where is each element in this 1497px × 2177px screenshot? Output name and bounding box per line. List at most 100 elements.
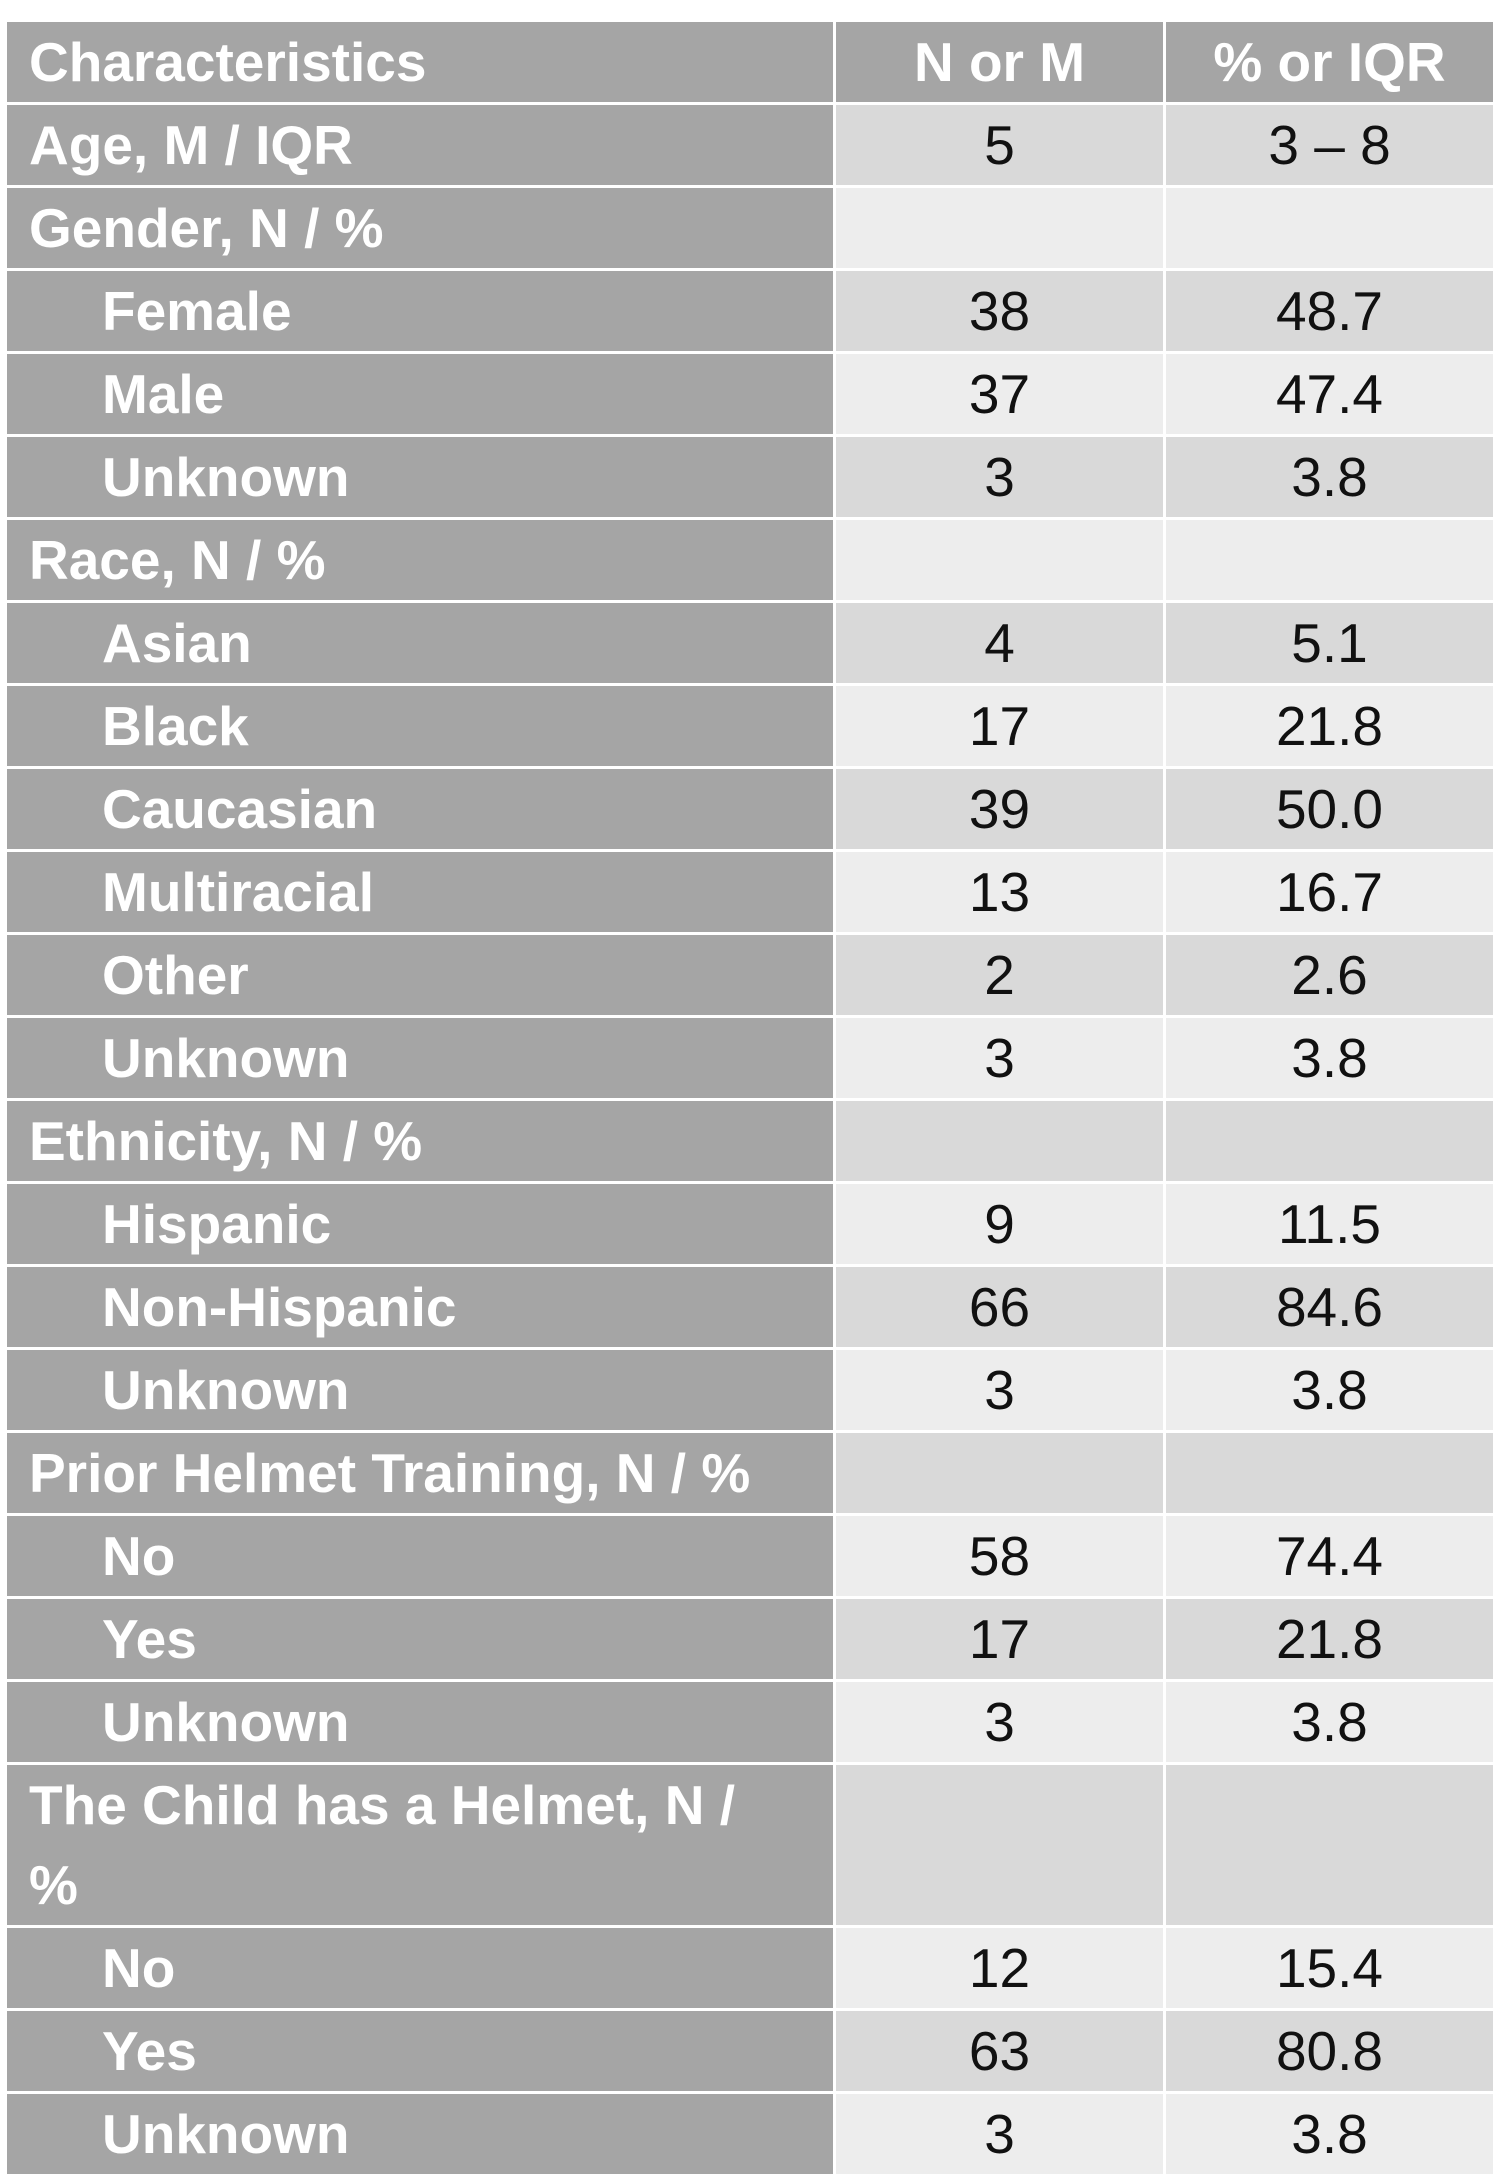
n-or-m-cell bbox=[833, 1430, 1166, 1516]
table-row: The Child has a Helmet, N / % bbox=[4, 1762, 1496, 1928]
table-row: No 12 15.4 bbox=[4, 1925, 1496, 2011]
subcategory-label: Unknown bbox=[4, 1015, 836, 1101]
subcategory-label: Female bbox=[4, 268, 836, 354]
table-row: Unknown 3 3.8 bbox=[4, 434, 1496, 520]
subcategory-label: Other bbox=[4, 932, 836, 1018]
pct-or-iqr-cell: 80.8 bbox=[1163, 2008, 1496, 2094]
table-row: Unknown 3 3.8 bbox=[4, 1347, 1496, 1433]
pct-or-iqr-cell: 74.4 bbox=[1163, 1513, 1496, 1599]
n-or-m-cell: 3 bbox=[833, 434, 1166, 520]
table-row: Yes 63 80.8 bbox=[4, 2008, 1496, 2094]
pct-or-iqr-cell: 3.8 bbox=[1163, 434, 1496, 520]
demographics-table-container: Characteristics N or M % or IQR Age, M /… bbox=[4, 19, 1496, 2177]
subcategory-label: Hispanic bbox=[4, 1181, 836, 1267]
subcategory-label: Unknown bbox=[4, 1679, 836, 1765]
table-row: Non-Hispanic 66 84.6 bbox=[4, 1264, 1496, 1350]
n-or-m-cell: 13 bbox=[833, 849, 1166, 935]
table-row: Male 37 47.4 bbox=[4, 351, 1496, 437]
n-or-m-cell: 37 bbox=[833, 351, 1166, 437]
subcategory-label: Caucasian bbox=[4, 766, 836, 852]
n-or-m-cell bbox=[833, 1098, 1166, 1184]
category-label: Race, N / % bbox=[4, 517, 836, 603]
subcategory-label: Unknown bbox=[4, 434, 836, 520]
n-or-m-cell bbox=[833, 185, 1166, 271]
table-row: Race, N / % bbox=[4, 517, 1496, 603]
n-or-m-cell bbox=[833, 1762, 1166, 1928]
table-row: Prior Helmet Training, N / % bbox=[4, 1430, 1496, 1516]
pct-or-iqr-cell: 21.8 bbox=[1163, 683, 1496, 769]
n-or-m-cell: 2 bbox=[833, 932, 1166, 1018]
pct-or-iqr-cell: 15.4 bbox=[1163, 1925, 1496, 2011]
pct-or-iqr-cell bbox=[1163, 1098, 1496, 1184]
n-or-m-cell: 5 bbox=[833, 102, 1166, 188]
table-row: No 58 74.4 bbox=[4, 1513, 1496, 1599]
header-characteristics: Characteristics bbox=[4, 19, 836, 105]
table-row: Unknown 3 3.8 bbox=[4, 1679, 1496, 1765]
pct-or-iqr-cell: 47.4 bbox=[1163, 351, 1496, 437]
table-row: Black 17 21.8 bbox=[4, 683, 1496, 769]
pct-or-iqr-cell: 48.7 bbox=[1163, 268, 1496, 354]
table-row: Hispanic 9 11.5 bbox=[4, 1181, 1496, 1267]
pct-or-iqr-cell: 3.8 bbox=[1163, 1679, 1496, 1765]
table-row: Gender, N / % bbox=[4, 185, 1496, 271]
category-label: The Child has a Helmet, N / % bbox=[4, 1762, 836, 1928]
pct-or-iqr-cell: 3.8 bbox=[1163, 1347, 1496, 1433]
demographics-table: Characteristics N or M % or IQR Age, M /… bbox=[4, 19, 1496, 2177]
pct-or-iqr-cell: 5.1 bbox=[1163, 600, 1496, 686]
subcategory-label: Unknown bbox=[4, 1347, 836, 1433]
subcategory-label: Male bbox=[4, 351, 836, 437]
pct-or-iqr-cell bbox=[1163, 517, 1496, 603]
subcategory-label: Non-Hispanic bbox=[4, 1264, 836, 1350]
n-or-m-cell: 66 bbox=[833, 1264, 1166, 1350]
pct-or-iqr-cell: 50.0 bbox=[1163, 766, 1496, 852]
table-body: Age, M / IQR 5 3 – 8 Gender, N / % Female 38 4… bbox=[4, 102, 1496, 2177]
table-row: Asian 4 5.1 bbox=[4, 600, 1496, 686]
n-or-m-cell: 3 bbox=[833, 1015, 1166, 1101]
n-or-m-cell: 3 bbox=[833, 2091, 1166, 2177]
pct-or-iqr-cell: 21.8 bbox=[1163, 1596, 1496, 1682]
pct-or-iqr-cell: 3.8 bbox=[1163, 1015, 1496, 1101]
table-header: Characteristics N or M % or IQR bbox=[4, 19, 1496, 105]
pct-or-iqr-cell: 16.7 bbox=[1163, 849, 1496, 935]
pct-or-iqr-cell bbox=[1163, 185, 1496, 271]
pct-or-iqr-cell: 84.6 bbox=[1163, 1264, 1496, 1350]
pct-or-iqr-cell bbox=[1163, 1430, 1496, 1516]
pct-or-iqr-cell: 11.5 bbox=[1163, 1181, 1496, 1267]
subcategory-label: Multiracial bbox=[4, 849, 836, 935]
pct-or-iqr-cell: 3.8 bbox=[1163, 2091, 1496, 2177]
n-or-m-cell: 12 bbox=[833, 1925, 1166, 2011]
subcategory-label: Black bbox=[4, 683, 836, 769]
category-label: Gender, N / % bbox=[4, 185, 836, 271]
table-row: Other 2 2.6 bbox=[4, 932, 1496, 1018]
n-or-m-cell: 17 bbox=[833, 1596, 1166, 1682]
category-label: Ethnicity, N / % bbox=[4, 1098, 836, 1184]
subcategory-label: Yes bbox=[4, 2008, 836, 2094]
category-label: Age, M / IQR bbox=[4, 102, 836, 188]
n-or-m-cell: 9 bbox=[833, 1181, 1166, 1267]
n-or-m-cell bbox=[833, 517, 1166, 603]
n-or-m-cell: 58 bbox=[833, 1513, 1166, 1599]
table-row: Yes 17 21.8 bbox=[4, 1596, 1496, 1682]
subcategory-label: Asian bbox=[4, 600, 836, 686]
subcategory-label: Yes bbox=[4, 1596, 836, 1682]
subcategory-label: No bbox=[4, 1925, 836, 2011]
header-n-or-m: N or M bbox=[833, 19, 1166, 105]
n-or-m-cell: 63 bbox=[833, 2008, 1166, 2094]
table-row: Female 38 48.7 bbox=[4, 268, 1496, 354]
n-or-m-cell: 4 bbox=[833, 600, 1166, 686]
pct-or-iqr-cell: 2.6 bbox=[1163, 932, 1496, 1018]
n-or-m-cell: 3 bbox=[833, 1347, 1166, 1433]
pct-or-iqr-cell bbox=[1163, 1762, 1496, 1928]
header-row: Characteristics N or M % or IQR bbox=[4, 19, 1496, 105]
table-row: Unknown 3 3.8 bbox=[4, 1015, 1496, 1101]
category-label: Prior Helmet Training, N / % bbox=[4, 1430, 836, 1516]
header-pct-or-iqr: % or IQR bbox=[1163, 19, 1496, 105]
table-row: Multiracial 13 16.7 bbox=[4, 849, 1496, 935]
subcategory-label: No bbox=[4, 1513, 836, 1599]
n-or-m-cell: 38 bbox=[833, 268, 1166, 354]
n-or-m-cell: 3 bbox=[833, 1679, 1166, 1765]
table-row: Age, M / IQR 5 3 – 8 bbox=[4, 102, 1496, 188]
pct-or-iqr-cell: 3 – 8 bbox=[1163, 102, 1496, 188]
table-row: Caucasian 39 50.0 bbox=[4, 766, 1496, 852]
n-or-m-cell: 39 bbox=[833, 766, 1166, 852]
